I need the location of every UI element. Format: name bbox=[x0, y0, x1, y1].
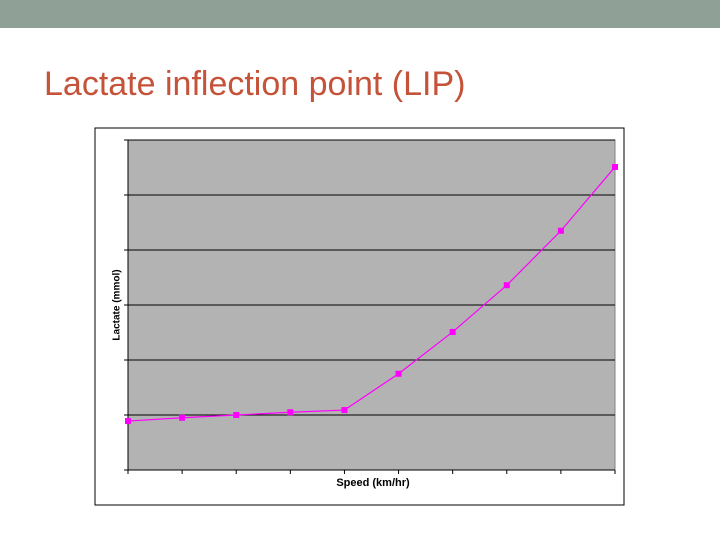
data-point bbox=[449, 328, 456, 335]
series-line bbox=[127, 166, 616, 422]
data-point bbox=[287, 409, 294, 416]
data-point bbox=[503, 282, 510, 289]
data-point bbox=[233, 412, 240, 418]
data-point bbox=[125, 418, 131, 425]
x-axis-label: Speed (km/hr) bbox=[336, 477, 410, 489]
slide-title: Lactate inflection point (LIP) bbox=[44, 65, 465, 103]
data-point bbox=[341, 407, 348, 414]
data-point bbox=[179, 414, 186, 421]
data-point bbox=[612, 163, 618, 170]
top-bar bbox=[0, 0, 720, 28]
data-point bbox=[557, 227, 564, 234]
y-axis-label: Lactate (mmol) bbox=[112, 269, 123, 340]
data-point bbox=[395, 370, 402, 377]
